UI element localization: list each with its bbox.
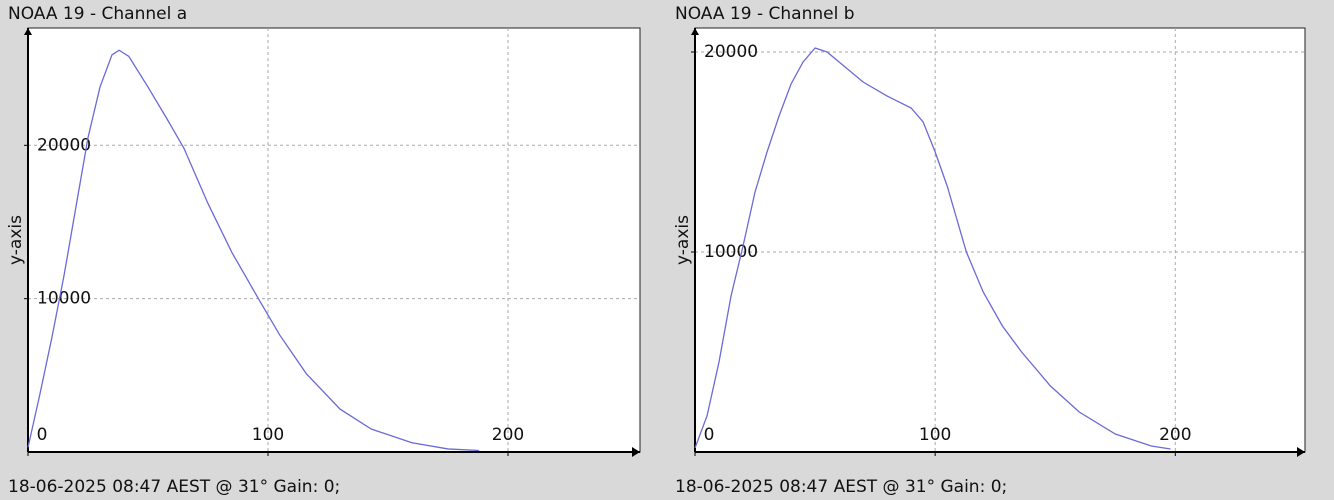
y-tick-label: 20000 xyxy=(37,135,91,155)
y-tick-label: 10000 xyxy=(37,289,91,309)
y-tick-label: 20000 xyxy=(704,42,758,62)
x-tick-label: 200 xyxy=(1159,425,1191,445)
x-tick-label: 0 xyxy=(704,425,715,445)
y-axis-label: y-axis xyxy=(673,215,693,265)
plot-area xyxy=(694,27,1306,453)
y-tick-label: 10000 xyxy=(704,242,758,262)
plot-area xyxy=(27,27,641,453)
axis-arrow xyxy=(632,447,640,457)
axis-arrow xyxy=(1297,447,1305,457)
x-tick-label: 0 xyxy=(37,425,48,445)
axis-arrow xyxy=(24,28,32,35)
y-axis-label: y-axis xyxy=(6,215,26,265)
footer-text: 18-06-2025 08:47 AEST @ 31° Gain: 0; xyxy=(8,477,340,497)
x-tick-label: 100 xyxy=(252,425,284,445)
chart-title: NOAA 19 - Channel b xyxy=(675,4,855,24)
chart-title: NOAA 19 - Channel a xyxy=(8,4,187,24)
footer-text: 18-06-2025 08:47 AEST @ 31° Gain: 0; xyxy=(675,477,1007,497)
data-line xyxy=(694,47,1171,450)
x-tick-label: 100 xyxy=(919,425,951,445)
data-line xyxy=(27,49,480,452)
axis-arrow xyxy=(691,28,699,35)
x-tick-label: 200 xyxy=(492,425,524,445)
